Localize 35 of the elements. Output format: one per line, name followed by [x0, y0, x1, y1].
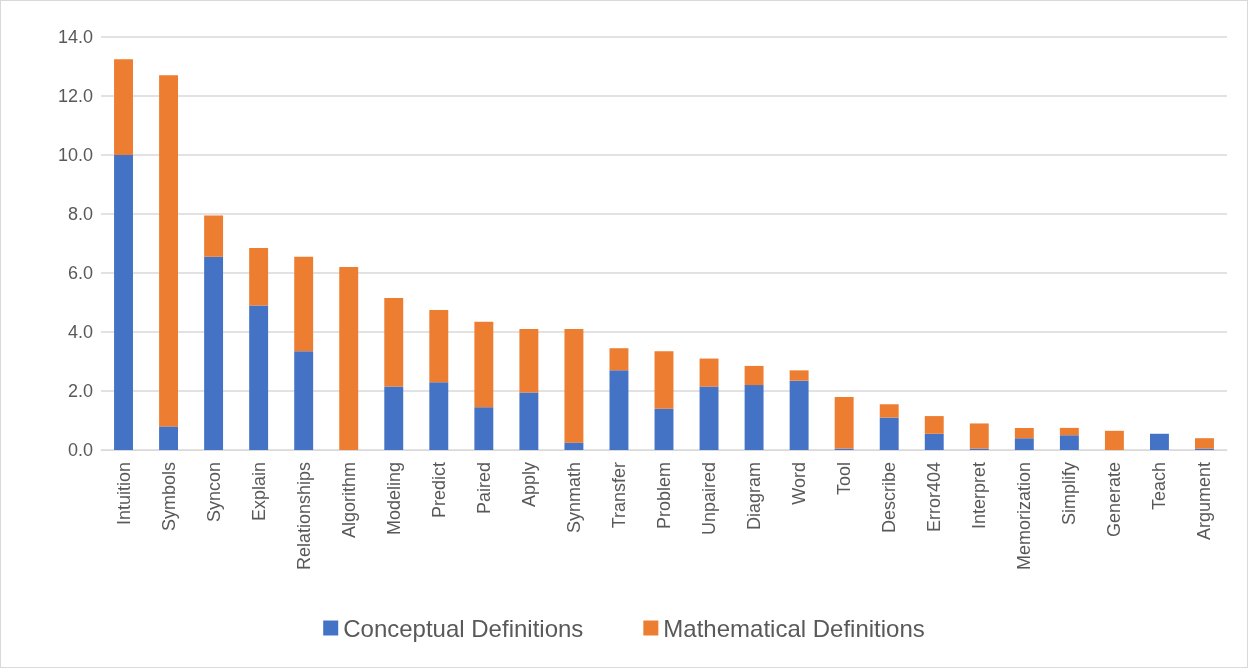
- x-tick-label: Memorization: [1014, 462, 1035, 571]
- x-tick-label: Relationships: [293, 462, 314, 571]
- x-tick-label: Syncon: [203, 462, 224, 523]
- legend-label: Mathematical Definitions: [663, 614, 925, 642]
- x-tick-label: Explain: [248, 462, 269, 522]
- x-tick-label: Teach: [1149, 462, 1170, 511]
- x-tick-label: Synmath: [563, 462, 584, 534]
- y-tick-label: 12.0: [57, 86, 93, 106]
- legend-label: Conceptual Definitions: [343, 614, 584, 642]
- x-tick-label: Generate: [1104, 462, 1125, 538]
- x-tick-label: Modeling: [383, 462, 404, 536]
- x-tick-label: Word: [789, 462, 810, 505]
- x-tick-label: Problem: [654, 462, 674, 530]
- y-tick-label: 2.0: [67, 381, 93, 401]
- x-tick-label: Predict: [428, 462, 449, 519]
- y-tick-label: 10.0: [57, 145, 93, 165]
- y-tick-label: 4.0: [67, 322, 93, 342]
- x-tick-label: Paired: [473, 462, 494, 515]
- x-tick-label: Tool: [834, 462, 855, 496]
- y-tick-label: 0.0: [67, 440, 93, 460]
- x-tick-label: Transfer: [608, 462, 629, 529]
- x-tick-label: Unpaired: [699, 462, 720, 536]
- y-tick-label: 8.0: [67, 204, 93, 224]
- x-tick-label: Simplify: [1059, 462, 1080, 526]
- x-tick-label: Apply: [518, 462, 539, 508]
- x-tick-label: Argument: [1194, 462, 1215, 541]
- x-tick-label: Describe: [879, 462, 900, 534]
- x-tick-label: Symbols: [158, 462, 179, 532]
- x-tick-label: Intuition: [113, 462, 134, 526]
- y-tick-label: 14.0: [57, 27, 93, 47]
- x-tick-label: Diagram: [744, 462, 765, 531]
- x-tick-label: Algorithm: [338, 462, 359, 539]
- x-tick-label: Error404: [924, 462, 945, 533]
- y-tick-label: 6.0: [67, 263, 93, 283]
- x-tick-label: Interpret: [969, 462, 990, 530]
